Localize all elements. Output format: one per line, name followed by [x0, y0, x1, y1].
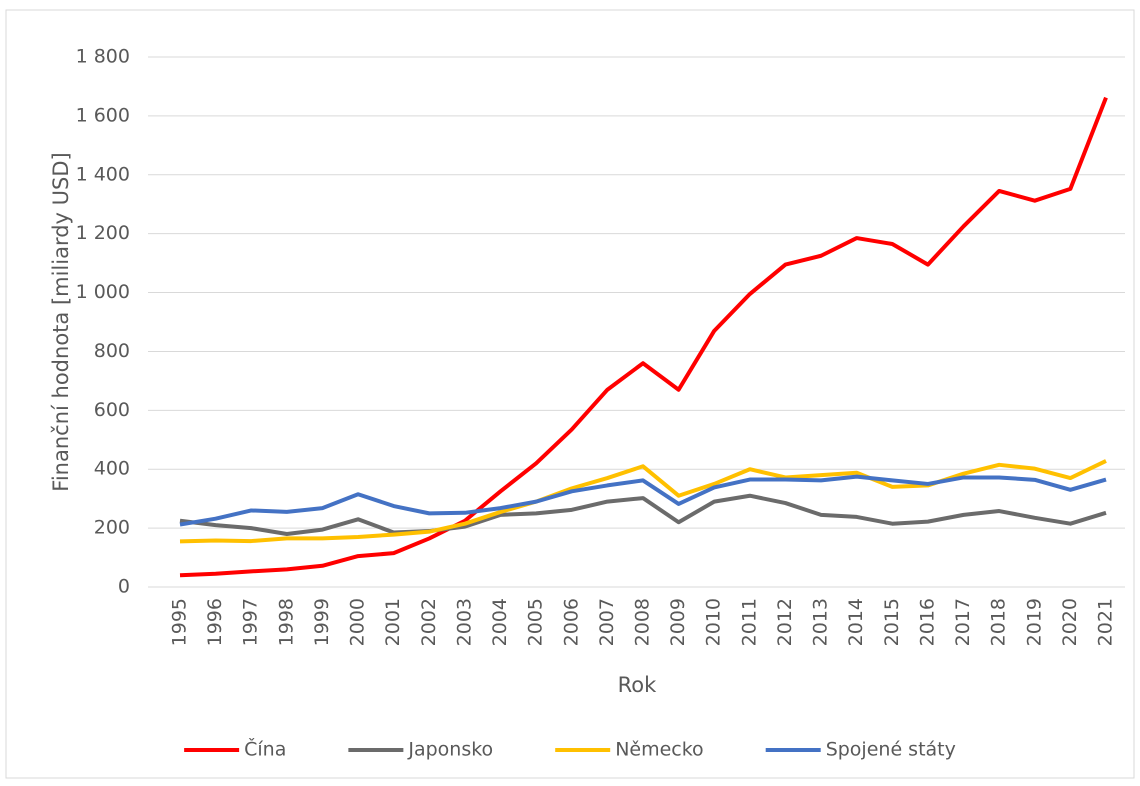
y-tick-label: 600 [94, 399, 130, 421]
x-tick-label: 2007 [596, 598, 618, 646]
legend-label: Německo [615, 739, 704, 761]
x-tick-label: 2016 [916, 598, 938, 646]
x-tick-label: 2000 [347, 598, 369, 646]
y-tick-label: 200 [94, 517, 130, 539]
x-tick-label: 1998 [275, 598, 297, 646]
chart-border [5, 9, 1135, 779]
y-tick-label: 0 [118, 576, 130, 598]
x-tick-label: 2005 [525, 598, 547, 646]
x-tick-label: 2021 [1095, 598, 1117, 646]
x-tick-label: 1995 [169, 598, 191, 646]
x-tick-label: 2015 [881, 598, 903, 646]
x-tick-label: 2019 [1023, 598, 1045, 646]
y-tick-label: 1 200 [76, 222, 130, 244]
x-tick-label: 2004 [489, 598, 511, 646]
legend-label: Japonsko [407, 739, 493, 761]
x-tick-label: 2009 [667, 598, 689, 646]
x-tick-label: 2003 [453, 598, 475, 646]
y-axis-title: Finanční hodnota [miliardy USD] [49, 152, 73, 491]
x-tick-label: 1999 [311, 598, 333, 646]
x-tick-label: 2010 [703, 598, 725, 646]
x-tick-label: 2020 [1059, 598, 1081, 646]
y-tick-label: 800 [94, 340, 130, 362]
x-tick-label: 2002 [418, 598, 440, 646]
legend-label: Spojené státy [826, 739, 956, 761]
x-tick-label: 2014 [845, 598, 867, 646]
series-line [179, 474, 1107, 527]
y-tick-label: 1 600 [76, 104, 130, 126]
y-tick-label: 1 400 [76, 163, 130, 185]
x-tick-label: 2001 [382, 598, 404, 646]
y-tick-label: 1 000 [76, 281, 130, 303]
x-tick-label: 2018 [988, 598, 1010, 646]
x-tick-label: 2008 [632, 598, 654, 646]
x-axis-title: Rok [618, 673, 657, 697]
x-tick-label: 2017 [952, 598, 974, 646]
series-line [179, 459, 1107, 544]
x-tick-label: 2013 [810, 598, 832, 646]
y-tick-label: 1 800 [76, 46, 130, 68]
x-tick-label: 1997 [240, 598, 262, 646]
series-line [179, 96, 1108, 578]
x-tick-label: 2006 [560, 598, 582, 646]
legend-label: Čína [244, 737, 286, 761]
x-tick-label: 1996 [204, 598, 226, 646]
series-line [179, 493, 1107, 536]
x-tick-label: 2012 [774, 598, 796, 646]
y-tick-label: 400 [94, 458, 130, 480]
x-tick-label: 2011 [738, 598, 760, 646]
